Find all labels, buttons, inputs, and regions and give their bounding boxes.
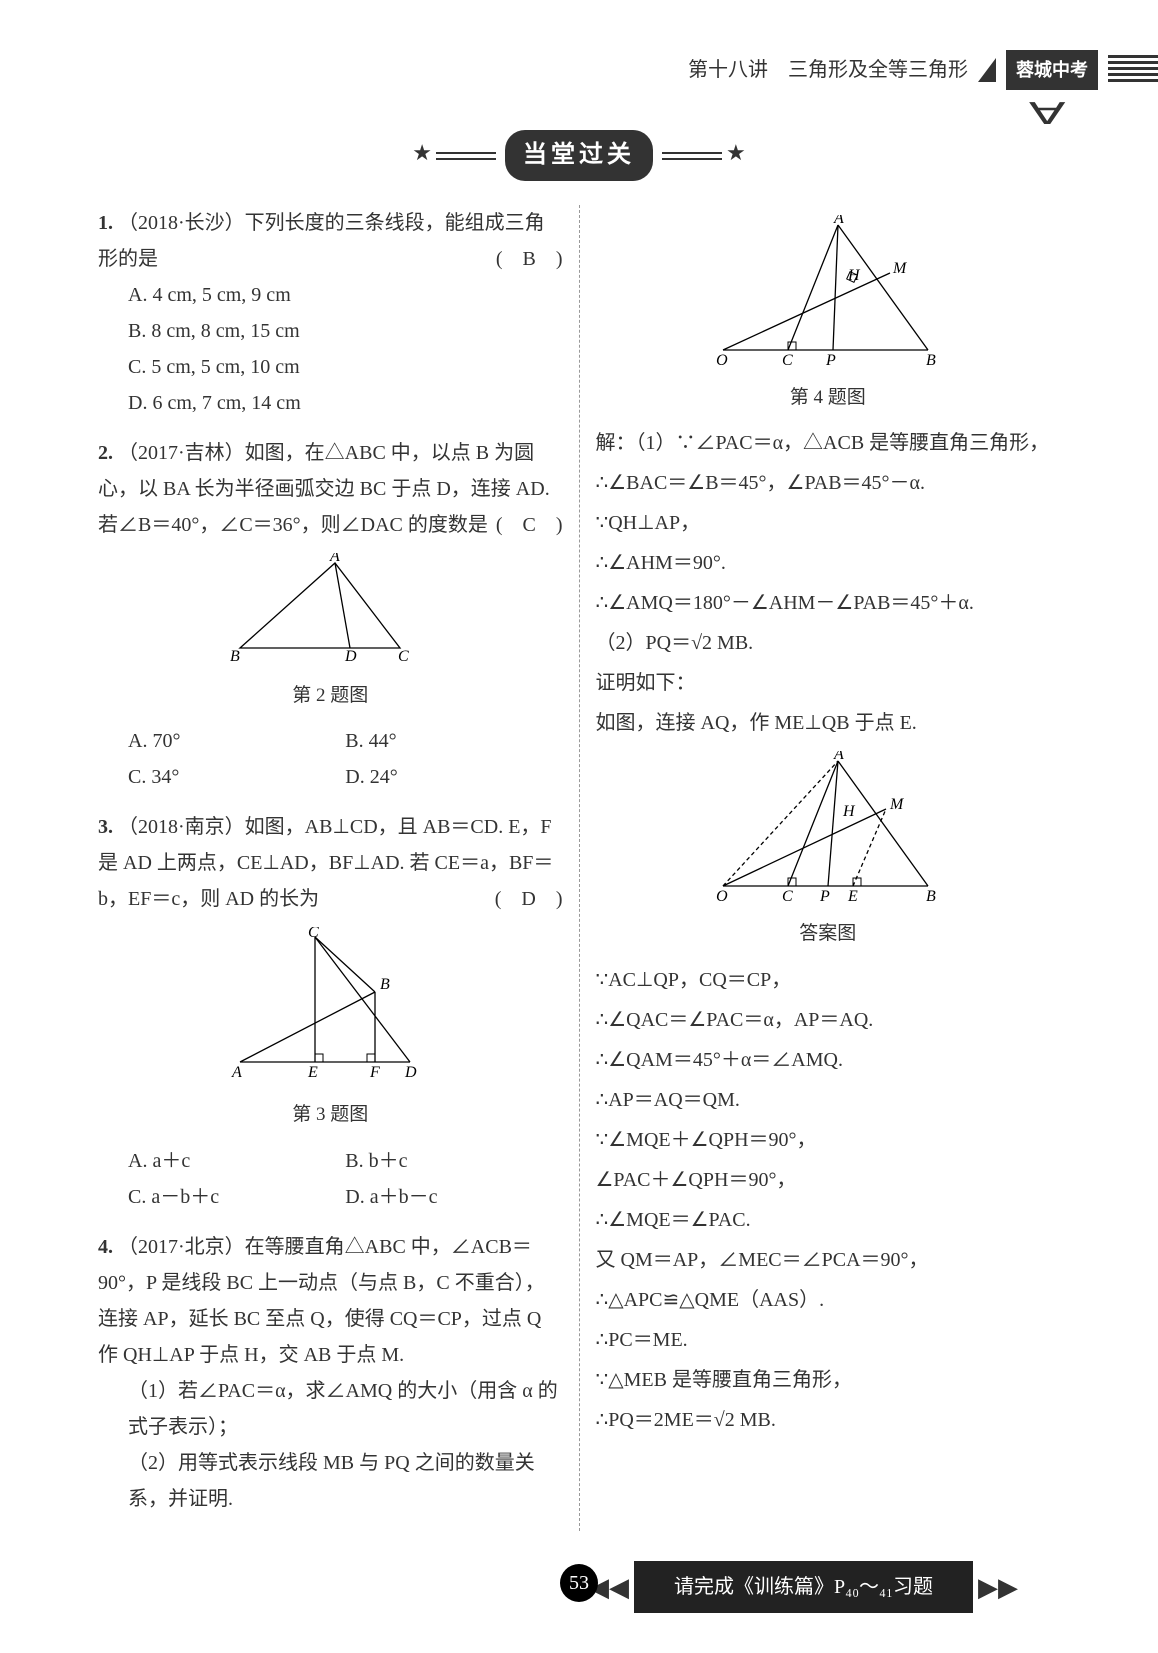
badge: 蓉城中考 — [1006, 50, 1098, 90]
q3-stem: （2018·南京）如图，AB⊥CD，且 AB＝CD. E，F 是 AD 上两点，… — [98, 816, 553, 910]
svg-text:P: P — [825, 352, 836, 365]
sol-l5: ∴∠AMQ＝180°－∠AHM－∠PAB＝45°＋α. — [596, 585, 1061, 621]
sol-l20: ∴PQ＝2ME＝√2 MB. — [596, 1402, 1061, 1438]
banner-title: 当堂过关 — [505, 130, 653, 181]
svg-text:C: C — [782, 888, 793, 901]
svg-text:Q: Q — [716, 352, 728, 365]
sol-l14: ∠PAC＋∠QPH＝90°， — [596, 1162, 1061, 1198]
chevron-down-icon: ∀ — [1029, 88, 1066, 142]
q4-answer-figure: Q C P E B A H M 答案图 — [596, 751, 1061, 951]
sol-l15: ∴∠MQE＝∠PAC. — [596, 1202, 1061, 1238]
page-number: 53 — [560, 1564, 598, 1602]
section-banner: ★ 当堂过关 ★ — [90, 130, 1068, 181]
svg-text:B: B — [926, 888, 936, 901]
q4-sub1: （1）若∠PAC＝α，求∠AMQ 的大小（用含 α 的式子表示）； — [98, 1373, 563, 1445]
sol-l1: 解：（1）∵∠PAC＝α，△ACB 是等腰直角三角形， — [596, 425, 1061, 461]
q2-num: 2. — [98, 442, 113, 464]
stripes-icon — [1108, 55, 1158, 85]
q2-optA: A. 70° — [128, 723, 345, 759]
q3-num: 3. — [98, 816, 113, 838]
sol-l2: ∴∠BAC＝∠B＝45°，∠PAB＝45°－α. — [596, 465, 1061, 501]
sol-l11: ∴∠QAM＝45°＋α＝∠AMQ. — [596, 1042, 1061, 1078]
q1-stem: （2018·长沙）下列长度的三条线段，能组成三角形的是 — [98, 212, 545, 270]
q4-sub2: （2）用等式表示线段 MB 与 PQ 之间的数量关系，并证明. — [98, 1445, 563, 1517]
question-2: 2. （2017·吉林）如图，在△ABC 中，以点 B 为圆心，以 BA 长为半… — [98, 435, 563, 795]
q3-answer: ( D ) — [495, 881, 563, 917]
svg-text:A: A — [833, 215, 844, 227]
svg-text:A: A — [833, 751, 844, 763]
triangle-icon — [978, 58, 996, 82]
sol-l9: ∵AC⊥QP，CQ＝CP， — [596, 962, 1061, 998]
sol-l16: 又 QM＝AP，∠MEC＝∠PCA＝90°， — [596, 1242, 1061, 1278]
sol-l13: ∵∠MQE＋∠QPH＝90°， — [596, 1122, 1061, 1158]
q1-num: 1. — [98, 212, 113, 234]
q1-optA: A. 4 cm, 5 cm, 9 cm — [98, 277, 563, 313]
svg-text:C: C — [398, 648, 409, 663]
svg-text:M: M — [889, 796, 905, 813]
svg-text:F: F — [369, 1064, 380, 1081]
sol-l3: ∵QH⊥AP， — [596, 505, 1061, 541]
q2-optB: B. 44° — [345, 723, 562, 759]
q1-optB: B. 8 cm, 8 cm, 15 cm — [98, 313, 563, 349]
q2-answer: ( C ) — [496, 507, 563, 543]
svg-text:H: H — [842, 803, 856, 820]
svg-text:B: B — [380, 976, 390, 993]
sol-l7: 证明如下： — [596, 665, 1061, 701]
q1-optD: D. 6 cm, 7 cm, 14 cm — [98, 385, 563, 421]
svg-text:C: C — [308, 927, 319, 941]
q3-optC: C. a－b＋c — [128, 1179, 345, 1215]
q4-figure: Q C P B A H M 第 4 题图 — [596, 215, 1061, 415]
footer-text: 请完成《训练篇》P₄₀～₄₁习题 — [634, 1561, 973, 1613]
svg-text:E: E — [847, 888, 858, 901]
q1-optC: C. 5 cm, 5 cm, 10 cm — [98, 349, 563, 385]
svg-text:D: D — [404, 1064, 417, 1081]
svg-text:P: P — [819, 888, 830, 901]
q1-answer: ( B ) — [496, 241, 563, 277]
q3-optB: B. b＋c — [345, 1143, 562, 1179]
sol-l4: ∴∠AHM＝90°. — [596, 545, 1061, 581]
sol-l18: ∴PC＝ME. — [596, 1322, 1061, 1358]
svg-text:D: D — [344, 648, 357, 663]
star-icon: ★ — [726, 140, 746, 165]
sol-l6: （2）PQ＝√2 MB. — [596, 625, 1061, 661]
q3-optA: A. a＋c — [128, 1143, 345, 1179]
chapter-title: 第十八讲 三角形及全等三角形 — [688, 52, 968, 88]
q2-optD: D. 24° — [345, 759, 562, 795]
q4-num: 4. — [98, 1236, 113, 1258]
sol-l19: ∵△MEB 是等腰直角三角形， — [596, 1362, 1061, 1398]
q3-figure: A E F D C B 第 3 题图 — [98, 927, 563, 1132]
question-4: 4. （2017·北京）在等腰直角△ABC 中，∠ACB＝90°，P 是线段 B… — [98, 1229, 563, 1517]
q4-caption: 第 4 题图 — [596, 381, 1061, 415]
left-column: 1. （2018·长沙）下列长度的三条线段，能组成三角形的是 ( B ) A. … — [90, 205, 580, 1530]
q4-ans-caption: 答案图 — [596, 917, 1061, 951]
question-3: 3. （2018·南京）如图，AB⊥CD，且 AB＝CD. E，F 是 AD 上… — [98, 809, 563, 1214]
svg-text:Q: Q — [716, 888, 728, 901]
page-header: 第十八讲 三角形及全等三角形 蓉城中考 — [688, 50, 1158, 90]
q3-caption: 第 3 题图 — [98, 1098, 563, 1132]
svg-text:M: M — [892, 260, 908, 277]
right-column: Q C P B A H M 第 4 题图 解：（1）∵∠PAC＝α，△ACB 是等腰直角三… — [580, 205, 1069, 1530]
sol-l17: ∴△APC≌△QME（AAS）. — [596, 1282, 1061, 1318]
q2-optC: C. 34° — [128, 759, 345, 795]
svg-text:A: A — [329, 553, 340, 565]
svg-text:C: C — [782, 352, 793, 365]
sol-l8: 如图，连接 AQ，作 ME⊥QB 于点 E. — [596, 705, 1061, 741]
arrow-right-icon: ▶▶ — [978, 1565, 1018, 1612]
sol-l12: ∴AP＝AQ＝QM. — [596, 1082, 1061, 1118]
q4-stem: （2017·北京）在等腰直角△ABC 中，∠ACB＝90°，P 是线段 BC 上… — [98, 1236, 545, 1366]
svg-text:E: E — [307, 1064, 318, 1081]
question-1: 1. （2018·长沙）下列长度的三条线段，能组成三角形的是 ( B ) A. … — [98, 205, 563, 421]
star-icon: ★ — [412, 140, 432, 165]
svg-text:B: B — [926, 352, 936, 365]
svg-text:B: B — [230, 648, 240, 663]
svg-text:A: A — [231, 1064, 242, 1081]
q2-stem: （2017·吉林）如图，在△ABC 中，以点 B 为圆心，以 BA 长为半径画弧… — [98, 442, 550, 536]
sol-l10: ∴∠QAC＝∠PAC＝α，AP＝AQ. — [596, 1002, 1061, 1038]
svg-text:H: H — [847, 267, 861, 284]
q2-figure: B D C A 第 2 题图 — [98, 553, 563, 713]
q3-optD: D. a＋b－c — [345, 1179, 562, 1215]
q2-caption: 第 2 题图 — [98, 679, 563, 713]
